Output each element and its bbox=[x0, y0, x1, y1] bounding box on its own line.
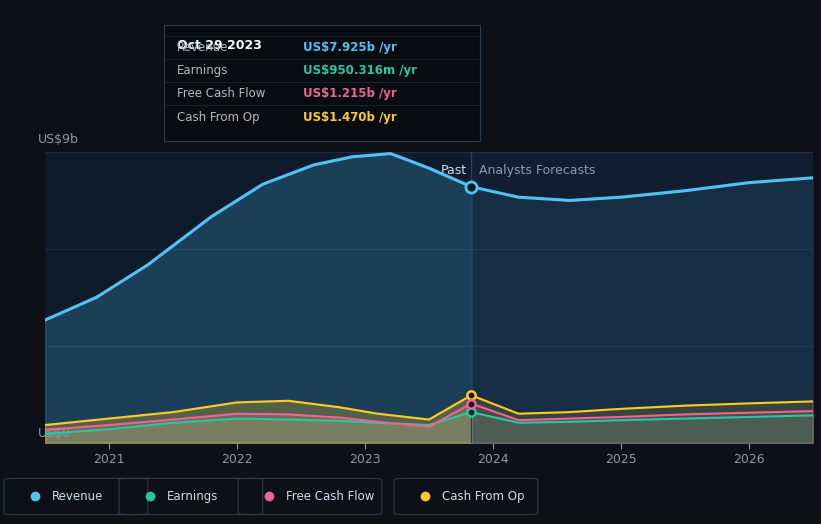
Text: US$1.215b /yr: US$1.215b /yr bbox=[303, 88, 397, 100]
Text: Cash From Op: Cash From Op bbox=[442, 490, 524, 503]
Text: Analysts Forecasts: Analysts Forecasts bbox=[479, 163, 595, 177]
Text: US$950.316m /yr: US$950.316m /yr bbox=[303, 64, 417, 77]
Text: US$0: US$0 bbox=[38, 427, 71, 440]
Text: US$1.470b /yr: US$1.470b /yr bbox=[303, 111, 397, 124]
Text: Past: Past bbox=[441, 163, 467, 177]
Text: Earnings: Earnings bbox=[167, 490, 218, 503]
Text: Revenue: Revenue bbox=[177, 41, 228, 54]
Text: US$9b: US$9b bbox=[38, 133, 78, 146]
Text: US$7.925b /yr: US$7.925b /yr bbox=[303, 41, 397, 54]
Text: Revenue: Revenue bbox=[52, 490, 103, 503]
Text: Earnings: Earnings bbox=[177, 64, 228, 77]
Bar bbox=[471, 152, 813, 443]
Text: Oct 29 2023: Oct 29 2023 bbox=[177, 39, 262, 52]
Text: Free Cash Flow: Free Cash Flow bbox=[177, 88, 265, 100]
Text: Free Cash Flow: Free Cash Flow bbox=[286, 490, 374, 503]
Text: Cash From Op: Cash From Op bbox=[177, 111, 259, 124]
